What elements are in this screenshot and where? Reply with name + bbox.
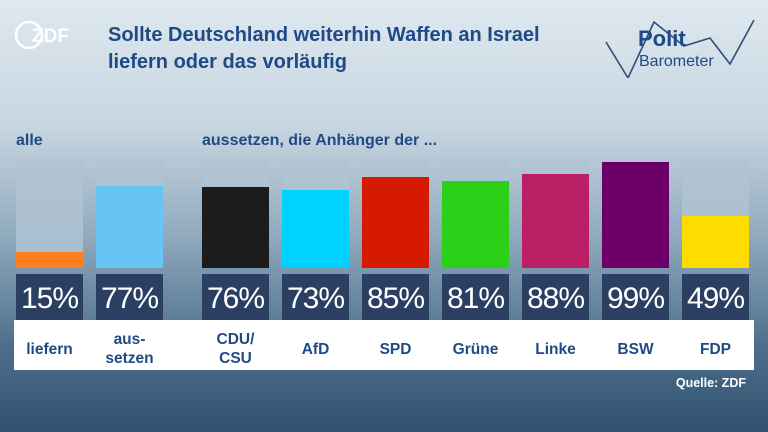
bar-grüne [442, 181, 509, 268]
bar-afd [282, 190, 349, 268]
zdf-logo: ZDF [14, 20, 69, 50]
category-label-fdp: FDP [700, 340, 731, 358]
value-label-grüne: 81% [442, 274, 509, 324]
value-label-afd: 73% [282, 274, 349, 324]
category-label-bsw: BSW [617, 340, 654, 358]
bar-cdu-csu [202, 187, 269, 268]
bar-fdp [682, 216, 749, 268]
zdf-logo-text: ZDF [32, 26, 69, 47]
value-label-aus-setzen: 77% [96, 274, 163, 324]
value-label-bsw: 99% [602, 274, 669, 324]
category-label-grüne: Grüne [452, 340, 499, 358]
category-label-strip [14, 320, 754, 370]
category-label-spd: SPD [379, 340, 412, 358]
bar-linke [522, 174, 589, 268]
politbarometer-logo-line1: Polit [638, 26, 686, 51]
group-label-supporters: aussetzen, die Anhänger der ... [202, 132, 438, 149]
category-label-aus-setzen: aus- setzen [105, 331, 154, 367]
value-label-linke: 88% [522, 274, 589, 324]
value-label-spd: 85% [362, 274, 429, 324]
bar-liefern [16, 252, 83, 268]
bar-bsw [602, 162, 669, 268]
chart-title-text: Sollte Deutschland weiterhin Waffen an I… [108, 24, 540, 73]
bar-spd [362, 177, 429, 268]
politbarometer-line-icon [605, 19, 755, 78]
category-label-linke: Linke [535, 340, 576, 358]
category-label-afd: AfD [301, 340, 330, 358]
politbarometer-logo: Polit Barometer [605, 19, 755, 78]
source-note: Quelle: ZDF [675, 376, 746, 390]
value-label-fdp: 49% [682, 274, 749, 324]
category-label-cdu-csu: CDU/ CSU [216, 331, 255, 367]
category-label-liefern: liefern [26, 340, 73, 358]
bar-track-liefern [16, 161, 83, 268]
politbarometer-logo-line2: Barometer [639, 53, 714, 70]
value-label-liefern: 15% [16, 274, 83, 324]
group-label-all: alle [16, 132, 43, 149]
bar-aus-setzen [96, 186, 163, 268]
chart-title: Sollte Deutschland weiterhin Waffen an I… [108, 22, 578, 76]
value-label-cdu-csu: 76% [202, 274, 269, 324]
